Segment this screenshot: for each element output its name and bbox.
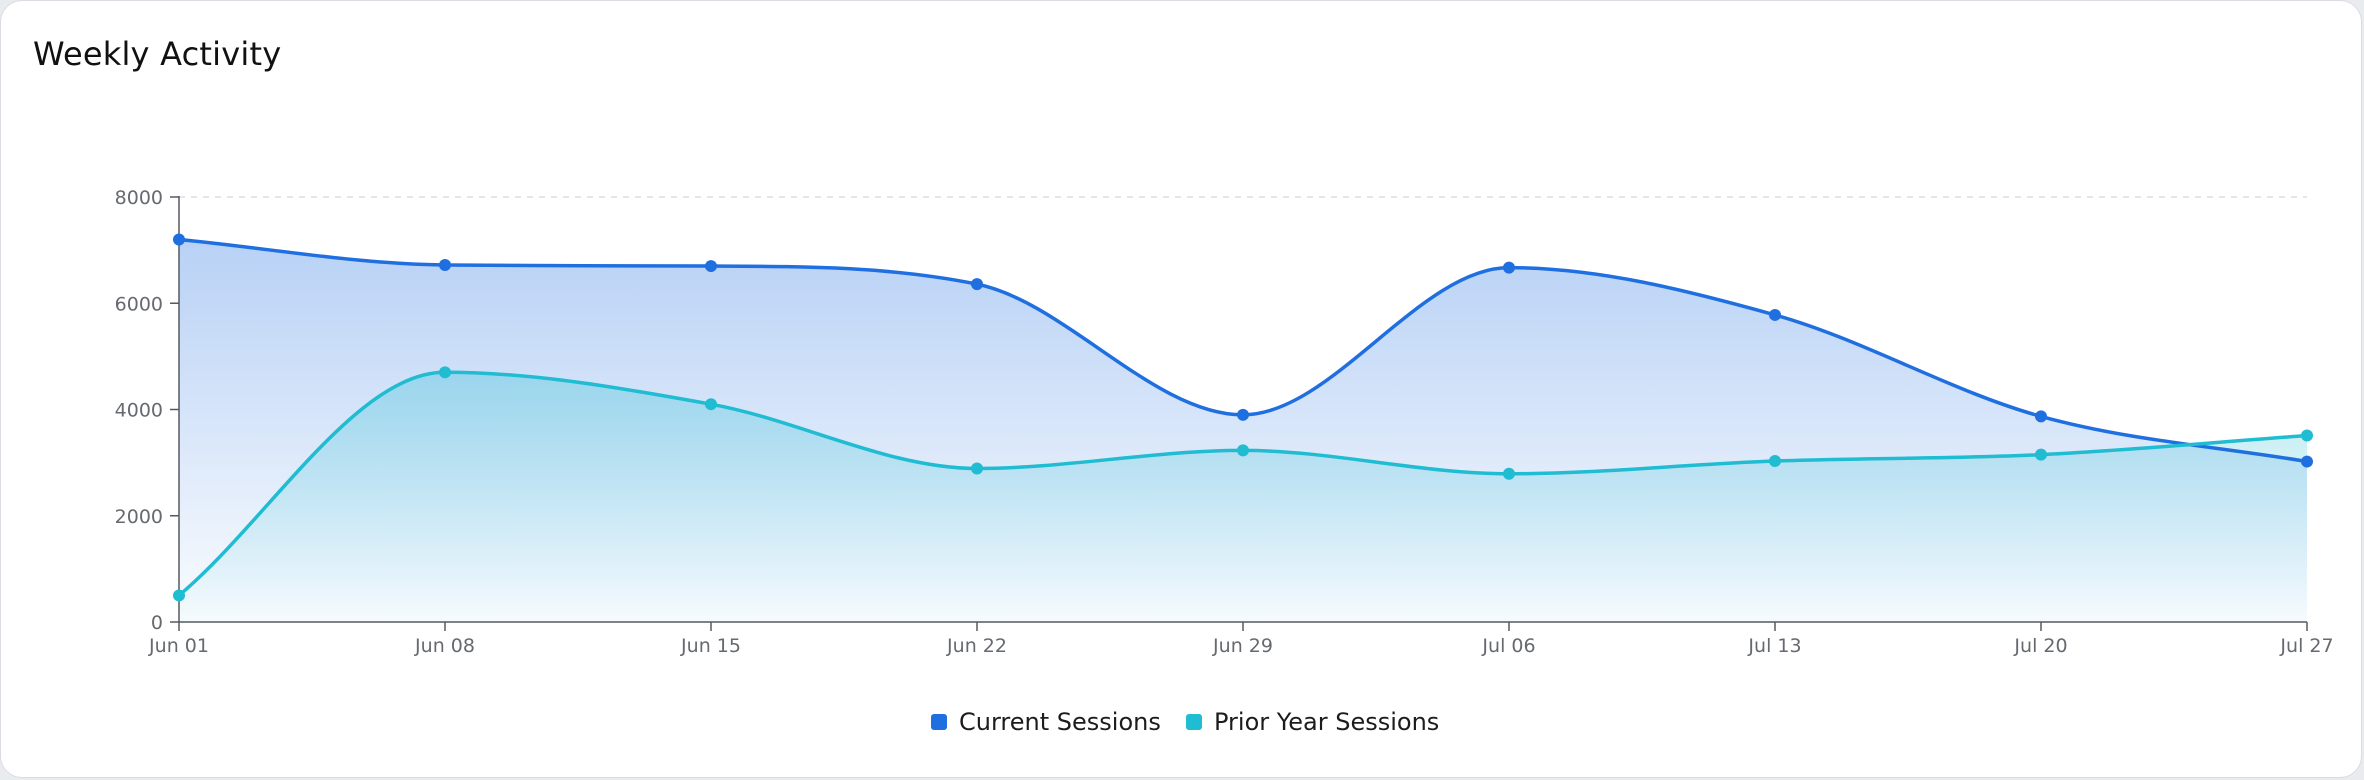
x-tick-label: Jun 15 bbox=[680, 635, 741, 657]
x-tick-label: Jun 29 bbox=[1212, 635, 1273, 657]
line-series-1 bbox=[177, 370, 2309, 598]
data-point-series-0-1 bbox=[439, 259, 451, 271]
data-point-series-0-7 bbox=[2035, 410, 2047, 423]
card-title: Weekly Activity bbox=[33, 35, 282, 73]
data-point-series-0-4 bbox=[1237, 408, 1249, 421]
legend-label: Current Sessions bbox=[959, 708, 1161, 736]
data-point-series-1-3 bbox=[971, 462, 983, 475]
data-point-series-1-7 bbox=[2035, 448, 2047, 461]
y-tick-label: 2000 bbox=[115, 506, 163, 528]
point-layer bbox=[173, 233, 2313, 602]
y-tick-label: 0 bbox=[151, 612, 163, 634]
x-tick-label: Jul 13 bbox=[1747, 635, 1801, 657]
data-point-series-1-2 bbox=[705, 398, 717, 411]
data-point-series-0-0 bbox=[173, 233, 185, 246]
x-tick-label: Jul 20 bbox=[2013, 635, 2067, 657]
data-point-series-1-1 bbox=[439, 366, 451, 379]
data-point-series-0-3 bbox=[971, 278, 983, 291]
data-point-series-1-6 bbox=[1769, 455, 1781, 468]
data-point-series-0-5 bbox=[1503, 261, 1515, 274]
y-tick-label: 4000 bbox=[115, 400, 163, 422]
area-series-1 bbox=[179, 372, 2307, 622]
data-point-series-0-2 bbox=[705, 260, 717, 273]
data-point-series-1-4 bbox=[1237, 444, 1249, 457]
x-tick-label: Jul 06 bbox=[1481, 635, 1535, 657]
x-tick-label: Jun 01 bbox=[148, 635, 209, 657]
x-tick-label: Jun 08 bbox=[414, 635, 475, 657]
x-tick-label: Jul 27 bbox=[2279, 635, 2333, 657]
data-point-series-1-0 bbox=[173, 589, 185, 602]
y-tick-label: 8000 bbox=[115, 187, 163, 209]
y-tick-label: 6000 bbox=[115, 293, 163, 315]
data-point-series-0-6 bbox=[1769, 308, 1781, 321]
axis-layer: 0 2000 4000 6000 8000 Jun 01 Jun 08 Jun 15 Jun 2… bbox=[115, 187, 2334, 657]
legend-swatch-1 bbox=[1186, 714, 1202, 730]
data-point-series-0-8 bbox=[2301, 455, 2313, 468]
area-layer bbox=[179, 239, 2307, 622]
legend: Current Sessions Prior Year Sessions bbox=[931, 708, 1439, 736]
x-tick-label: Jun 22 bbox=[946, 635, 1007, 657]
data-point-series-1-8 bbox=[2301, 429, 2313, 442]
data-point-series-1-5 bbox=[1503, 467, 1515, 480]
legend-label: Prior Year Sessions bbox=[1214, 708, 1439, 736]
legend-swatch-0 bbox=[931, 714, 947, 730]
